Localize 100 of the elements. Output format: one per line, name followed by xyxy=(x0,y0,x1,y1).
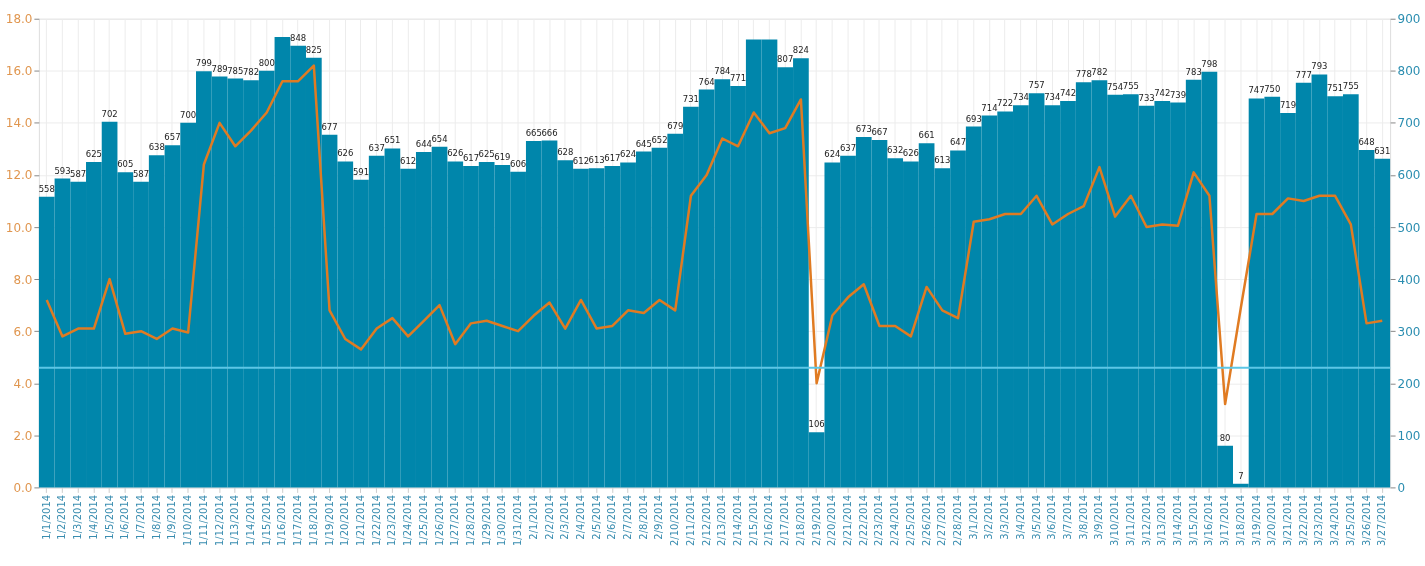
x-tick-label: 3/13/2014 xyxy=(1156,494,1168,547)
x-tick-label: 3/16/2014 xyxy=(1203,494,1215,547)
x-tick-label: 1/29/2014 xyxy=(480,494,492,547)
x-tick-label: 2/28/2014 xyxy=(952,494,964,547)
x-tick-label: 3/10/2014 xyxy=(1109,494,1121,547)
x-tick-label: 2/24/2014 xyxy=(889,494,901,547)
data-label: 637 xyxy=(839,142,857,153)
x-tick-label: 3/1/2014 xyxy=(967,494,979,540)
data-label: 750 xyxy=(1264,83,1281,94)
x-tick-label: 3/8/2014 xyxy=(1077,494,1089,540)
data-label: 654 xyxy=(431,133,448,144)
x-tick-label: 1/10/2014 xyxy=(182,494,194,547)
x-tick-label: 1/9/2014 xyxy=(166,494,178,540)
x-tick-label: 2/21/2014 xyxy=(842,494,854,547)
x-tick-label: 1/22/2014 xyxy=(370,494,382,547)
data-label: 638 xyxy=(148,142,165,153)
y-tick-label: 4.0 xyxy=(13,376,33,391)
data-label: 719 xyxy=(1279,99,1297,110)
data-label: 777 xyxy=(1295,69,1312,80)
x-tick-label: 1/28/2014 xyxy=(464,494,476,547)
x-tick-label: 1/31/2014 xyxy=(512,494,524,547)
x-tick-label: 1/26/2014 xyxy=(433,494,445,547)
data-label: 558 xyxy=(38,183,55,194)
data-label: 666 xyxy=(541,127,558,138)
y2-tick-label: 300 xyxy=(1397,324,1421,339)
x-tick-label: 2/13/2014 xyxy=(716,494,728,547)
y-tick-label: 12.0 xyxy=(5,168,33,183)
data-label: 754 xyxy=(1107,81,1124,92)
x-tick-label: 2/14/2014 xyxy=(732,494,744,547)
data-label: 613 xyxy=(934,155,951,166)
y2-tick-label: 600 xyxy=(1397,168,1421,183)
data-label: 747 xyxy=(1248,85,1265,96)
data-label: 782 xyxy=(1091,67,1108,78)
x-tick-label: 2/17/2014 xyxy=(779,494,791,547)
data-label: 722 xyxy=(997,98,1014,109)
x-tick-label: 2/8/2014 xyxy=(637,494,649,540)
data-label: 733 xyxy=(1138,92,1155,103)
data-label: 755 xyxy=(1342,81,1359,92)
data-label: 848 xyxy=(290,32,307,43)
y2-tick-label: 500 xyxy=(1397,220,1421,235)
x-tick-label: 1/19/2014 xyxy=(323,494,335,547)
x-tick-label: 1/15/2014 xyxy=(260,494,272,547)
data-label: 665 xyxy=(525,128,542,139)
data-label: 824 xyxy=(792,45,809,56)
data-label: 714 xyxy=(981,102,998,113)
data-label: 742 xyxy=(1059,88,1077,99)
x-tick-label: 3/27/2014 xyxy=(1376,494,1388,547)
x-tick-label: 3/23/2014 xyxy=(1313,494,1325,547)
x-tick-label: 2/9/2014 xyxy=(653,494,665,540)
x-tick-label: 2/16/2014 xyxy=(763,494,775,547)
x-tick-label: 2/11/2014 xyxy=(684,494,696,547)
data-label: 632 xyxy=(887,145,904,156)
x-tick-label: 3/3/2014 xyxy=(999,494,1011,540)
data-label: 667 xyxy=(871,127,888,138)
x-tick-label: 2/25/2014 xyxy=(904,494,916,547)
data-label: 637 xyxy=(368,142,385,153)
data-label: 606 xyxy=(510,158,527,169)
x-tick-label: 1/16/2014 xyxy=(276,494,288,547)
x-tick-label: 1/13/2014 xyxy=(229,494,241,547)
data-label: 612 xyxy=(400,155,417,166)
x-tick-label: 3/4/2014 xyxy=(1014,494,1026,540)
data-label: 807 xyxy=(777,54,794,65)
x-tick-label: 1/23/2014 xyxy=(386,494,398,547)
data-label: 645 xyxy=(635,138,652,149)
data-label: 626 xyxy=(902,148,919,159)
x-tick-label: 3/20/2014 xyxy=(1266,494,1278,547)
data-label: 80 xyxy=(1219,432,1231,443)
data-label: 626 xyxy=(447,148,464,159)
y-tick-label: 14.0 xyxy=(5,116,33,131)
x-tick-label: 3/22/2014 xyxy=(1297,494,1309,547)
x-tick-label: 3/9/2014 xyxy=(1093,494,1105,540)
data-label: 657 xyxy=(164,132,181,143)
data-label: 677 xyxy=(321,121,338,132)
y2-tick-label: 100 xyxy=(1397,428,1421,443)
data-label: 785 xyxy=(227,65,244,76)
data-label: 648 xyxy=(1358,136,1375,147)
y-tick-label: 8.0 xyxy=(13,272,33,287)
x-tick-label: 2/12/2014 xyxy=(700,494,712,547)
data-label: 771 xyxy=(729,72,747,83)
x-tick-label: 1/17/2014 xyxy=(292,494,304,547)
data-label: 789 xyxy=(211,63,228,74)
x-tick-label: 3/21/2014 xyxy=(1281,494,1293,547)
y2-tick-label: 400 xyxy=(1397,272,1421,287)
data-label: 626 xyxy=(337,148,354,159)
x-tick-label: 2/22/2014 xyxy=(857,494,869,547)
data-label: 734 xyxy=(1044,92,1061,103)
x-tick-label: 3/24/2014 xyxy=(1329,494,1341,547)
y-tick-label: 2.0 xyxy=(13,428,33,443)
x-tick-label: 1/7/2014 xyxy=(135,494,147,540)
y2-tick-label: 900 xyxy=(1397,12,1421,27)
x-tick-label: 3/12/2014 xyxy=(1140,494,1152,547)
data-label: 783 xyxy=(1185,66,1202,77)
y-tick-label: 0.0 xyxy=(13,480,33,495)
x-tick-label: 3/11/2014 xyxy=(1124,494,1136,547)
x-tick-label: 2/5/2014 xyxy=(590,494,602,540)
x-tick-label: 3/5/2014 xyxy=(1030,494,1042,540)
data-label: 647 xyxy=(949,137,967,148)
x-tick-label: 1/27/2014 xyxy=(449,494,461,547)
data-label: 644 xyxy=(415,139,432,150)
x-tick-label: 3/25/2014 xyxy=(1344,494,1356,547)
